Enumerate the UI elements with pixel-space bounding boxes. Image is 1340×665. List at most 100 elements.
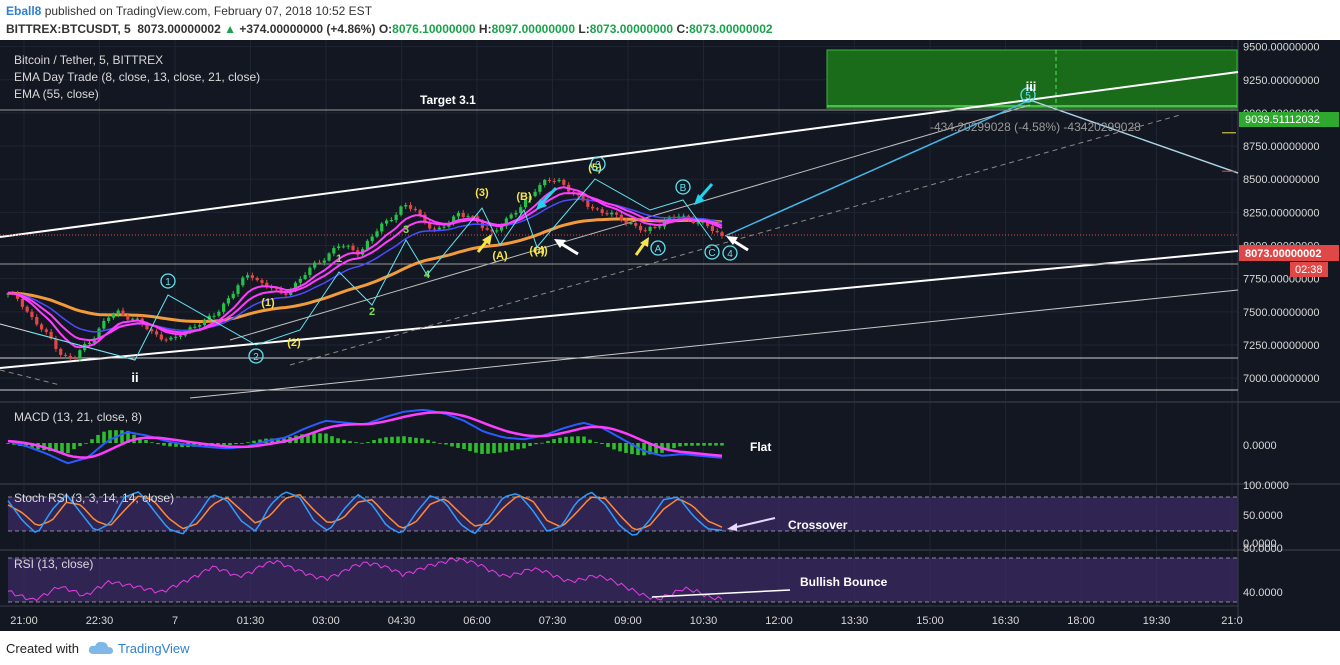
candle-105: [509, 212, 513, 220]
legend-stoch: Stoch RSI (3, 3, 14, 14, close): [14, 491, 174, 505]
candle-body-90: [437, 227, 441, 230]
stoch-d-line: [7, 493, 723, 531]
macd-axis-tick: 0.0000: [1243, 440, 1277, 452]
macd-hist-bar-119: [720, 443, 724, 446]
target-zone[interactable]: [826, 49, 1238, 109]
macd-hist-bar-106: [642, 443, 646, 456]
macd-hist-bar-0: [6, 443, 10, 444]
candle-body-128: [619, 214, 623, 221]
candle-body-44: [217, 311, 221, 316]
macd-hist-bar-79: [480, 443, 484, 454]
macd-hist-bar-69: [420, 438, 424, 443]
time-tick-13: 16:30: [992, 615, 1020, 627]
candle-body-122: [591, 206, 595, 209]
candle-body-85: [413, 208, 417, 211]
price-tick-1: 9250.00000000: [1243, 75, 1319, 87]
stoch-note: Crossover: [788, 518, 848, 532]
candle-12: [63, 352, 68, 359]
macd-hist-bar-17: [108, 430, 112, 443]
candle-body-81: [394, 214, 398, 221]
candle-body-83: [404, 205, 408, 207]
high-label: H:: [478, 22, 492, 36]
ema-fast-group: [8, 186, 723, 349]
legend-rsi: RSI (13, close): [14, 557, 93, 571]
chart-area[interactable]: 1 2 (1) (2) 1 2 3 4 (3) (A) (B) (C) (4) (5) 3 A B C 4 5 ii ii…: [0, 40, 1340, 631]
footer: Created with TradingView: [0, 631, 1340, 665]
macd-hist-bar-45: [276, 438, 280, 443]
price-tick-0: 9500.00000000: [1243, 42, 1319, 54]
candle-body-116: [562, 179, 566, 185]
ema55-line: [8, 217, 723, 323]
lower-parallel-line[interactable]: [189, 289, 1239, 399]
candle-79: [384, 218, 389, 227]
channel-lower-line[interactable]: [0, 250, 1239, 369]
stoch-group: [7, 491, 723, 536]
time-tick-2: 7: [172, 615, 178, 627]
candle-124: [600, 207, 604, 217]
macd-hist-bar-111: [672, 443, 676, 449]
wave-label-0: 1: [165, 277, 171, 288]
candle-body-53: [260, 280, 264, 283]
channel-upper-line[interactable]: [0, 71, 1239, 238]
candle-body-22: [111, 314, 116, 318]
macd-hist-bar-16: [102, 431, 106, 443]
candle-5: [30, 308, 34, 320]
wave-circle-19: [1020, 87, 1036, 103]
macd-hist-bar-55: [336, 438, 340, 443]
candle-body-34: [169, 337, 173, 340]
author-link[interactable]: Eball8: [6, 4, 42, 18]
candle-body-111: [538, 185, 542, 192]
candle-body-80: [389, 220, 393, 222]
macd-hist-bar-42: [258, 439, 262, 443]
candle-94: [456, 210, 461, 220]
macd-hist-bar-100: [606, 443, 610, 447]
candle-130: [629, 221, 633, 225]
rsi-note: Bullish Bounce: [800, 575, 888, 589]
target-price-badge: [1239, 112, 1339, 127]
stoch-axis-tick-100: 100.0000: [1243, 480, 1289, 492]
time-axis[interactable]: 21:00 22:30 7 01:30 03:00 04:30 06:00 07:30 09:0…: [10, 615, 1242, 627]
rsi-line: [7, 557, 723, 602]
macd-hist-bar-52: [318, 433, 322, 443]
macd-hist-bar-110: [666, 443, 670, 451]
macd-hist-bar-118: [714, 443, 718, 446]
candle-body-141: [682, 215, 686, 217]
wave-circle-18: [722, 245, 738, 261]
candle-body-39: [193, 326, 197, 328]
macd-hist-bar-49: [300, 434, 304, 443]
macd-hist-bar-20: [126, 430, 130, 443]
candle-80: [389, 217, 393, 223]
candle-body-130: [629, 223, 633, 225]
candle-body-125: [605, 213, 609, 215]
macd-hist-bar-87: [528, 443, 532, 447]
candle-110: [533, 188, 537, 198]
candle-body-62: [303, 275, 307, 279]
time-tick-6: 06:00: [463, 615, 491, 627]
time-tick-11: 13:30: [841, 615, 869, 627]
macd-note: Flat: [750, 440, 771, 454]
macd-hist-bar-81: [492, 443, 496, 454]
candle-body-61: [298, 278, 302, 283]
time-tick-0: 21:00: [10, 615, 38, 627]
tradingview-link[interactable]: TradingView: [118, 641, 190, 656]
price-axis[interactable]: 9500.000000009250.000000009000.000000008…: [1222, 42, 1319, 385]
candle-body-82: [399, 206, 403, 215]
wave-label-2: (1): [261, 297, 275, 309]
candle-6: [35, 314, 39, 327]
wave-projection-line[interactable]: [229, 104, 1031, 341]
macd-hist-bar-12: [78, 443, 82, 447]
arrows-group: [476, 183, 791, 598]
candle-body-2: [15, 293, 20, 299]
candle-129: [624, 217, 628, 227]
rsi-band: [8, 558, 1238, 602]
macd-hist-bar-113: [684, 443, 688, 446]
candle-77: [375, 228, 379, 239]
candle-body-40: [198, 325, 202, 327]
macd-hist-bar-65: [396, 436, 400, 443]
time-tick-5: 04:30: [388, 615, 416, 627]
candle-body-35: [174, 336, 178, 338]
candle-body-56: [274, 288, 278, 290]
published-text: published on TradingView.com, February 0…: [44, 4, 373, 18]
macd-hist-bar-89: [540, 442, 544, 444]
